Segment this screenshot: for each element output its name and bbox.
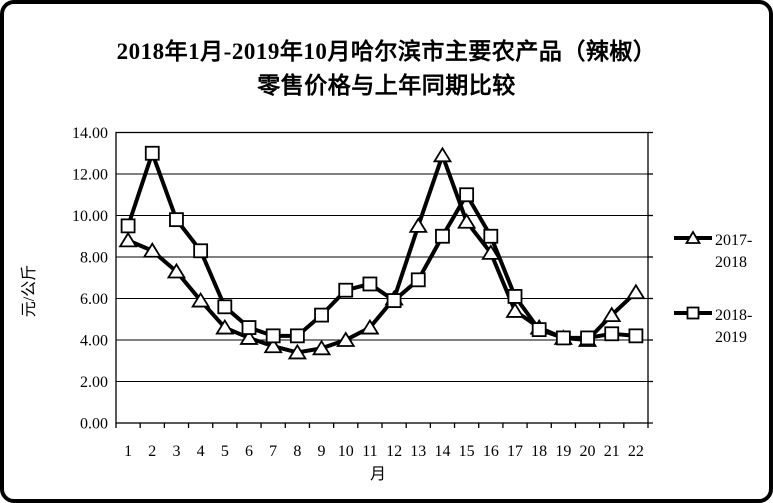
square-marker — [507, 289, 523, 304]
x-tick-label: 9 — [318, 443, 326, 460]
legend-label: 2018 — [715, 254, 747, 271]
triangle-marker — [239, 329, 259, 345]
y-tick-label: 6.00 — [80, 291, 108, 308]
square-marker — [241, 320, 257, 335]
square-marker — [435, 228, 450, 244]
x-tick-label: 19 — [555, 443, 571, 460]
x-tick-label: 3 — [172, 443, 180, 460]
x-tick-label: 21 — [604, 443, 620, 460]
triangle-marker — [142, 242, 162, 258]
series-2018-2019 — [126, 147, 637, 340]
square-marker — [289, 328, 305, 344]
x-tick-label: 22 — [628, 443, 644, 460]
y-tick-label: 4.00 — [80, 333, 108, 350]
chart-title-line2: 零售价格与上年同期比较 — [257, 73, 516, 98]
square-marker — [362, 276, 378, 292]
y-tick-label: 8.00 — [80, 250, 108, 267]
legend: 2017- 2018 2018- 2019 — [674, 230, 752, 346]
plot-border — [115, 131, 649, 424]
square-marker — [555, 330, 571, 346]
legend-item-2018-2019: 2018- 2019 — [674, 306, 752, 346]
triangle-marker — [360, 318, 380, 335]
y-tick-label: 10.00 — [72, 208, 108, 225]
square-marker — [604, 326, 620, 342]
chart-title: 2018年1月-2019年10月哈尔滨市主要农产品（辣椒） 零售价格与上年同期比… — [4, 35, 769, 103]
x-tick-label: 16 — [483, 443, 499, 460]
y-tick-label: 0.00 — [80, 416, 108, 433]
triangle-marker — [602, 306, 622, 323]
triangle-marker — [432, 146, 453, 163]
chart-title-line1: 2018年1月-2019年10月哈尔滨市主要农产品（辣椒） — [116, 39, 657, 64]
square-marker — [265, 328, 281, 344]
legend-label: 2018- — [715, 307, 752, 324]
triangle-marker — [191, 291, 211, 308]
y-tick-label: 2.00 — [80, 374, 108, 391]
y-axis-title: 元/公斤 — [20, 265, 38, 317]
triangle-marker — [287, 343, 307, 360]
x-tick-label: 14 — [434, 443, 450, 460]
series-line-2018-2019 — [126, 147, 637, 340]
square-marker — [217, 299, 233, 315]
legend-item-2017-2018: 2017- 2018 — [674, 230, 752, 271]
square-marker — [193, 243, 209, 259]
x-tick-label: 10 — [338, 443, 354, 460]
axis-ticks — [115, 131, 653, 428]
square-marker — [169, 212, 184, 228]
legend-label: 2017- — [715, 232, 752, 249]
square-marker — [338, 282, 354, 298]
x-tick-label: 7 — [269, 443, 277, 460]
square-marker — [686, 306, 700, 320]
legend-label: 2019 — [715, 329, 747, 346]
square-marker — [531, 322, 547, 338]
x-tick-label: 4 — [197, 443, 205, 460]
triangle-marker — [263, 337, 283, 354]
square-marker — [483, 228, 499, 244]
triangle-marker — [166, 262, 187, 279]
y-tick-label: 14.00 — [72, 125, 108, 142]
x-tick-label: 18 — [531, 443, 547, 460]
square-marker — [386, 293, 402, 308]
x-axis-tick-labels: 1 2 3 4 5 6 7 8 9 10 11 12 13 14 15 16 17 18 19 20 21 22 — [124, 443, 644, 460]
x-tick-label: 15 — [459, 443, 475, 460]
x-tick-label: 11 — [362, 443, 377, 460]
triangle-marker — [684, 230, 702, 244]
series-markers-2018-2019 — [120, 145, 644, 346]
square-marker — [144, 145, 160, 161]
triangle-marker — [408, 217, 428, 233]
x-tick-label: 6 — [245, 443, 253, 460]
triangle-marker — [505, 302, 525, 318]
square-marker — [120, 218, 136, 234]
x-tick-label: 20 — [580, 443, 596, 460]
triangle-marker — [118, 231, 138, 248]
triangle-marker — [457, 213, 477, 229]
y-axis-tick-labels: 0.00 2.00 4.00 6.00 8.00 10.00 12.00 14.00 — [72, 125, 108, 433]
x-axis-title-group: 月 — [370, 466, 386, 483]
x-tick-label: 13 — [410, 443, 426, 460]
triangle-marker — [481, 244, 501, 260]
triangle-marker — [215, 318, 235, 335]
x-axis-title: 月 — [370, 466, 386, 483]
x-tick-label: 5 — [221, 443, 229, 460]
square-marker — [459, 187, 475, 203]
square-marker — [628, 328, 644, 344]
square-marker — [410, 272, 426, 288]
x-tick-label: 12 — [386, 443, 402, 460]
square-marker — [580, 330, 595, 346]
triangle-marker — [336, 331, 356, 347]
x-tick-label: 8 — [293, 443, 301, 460]
square-marker — [314, 307, 329, 323]
triangle-marker — [311, 339, 332, 356]
y-axis-title-group: 元/公斤 — [20, 265, 38, 317]
x-tick-label: 1 — [124, 443, 132, 460]
x-tick-label: 17 — [507, 443, 523, 460]
y-tick-label: 12.00 — [72, 167, 108, 184]
triangle-marker — [626, 283, 646, 300]
x-tick-label: 2 — [148, 443, 156, 460]
